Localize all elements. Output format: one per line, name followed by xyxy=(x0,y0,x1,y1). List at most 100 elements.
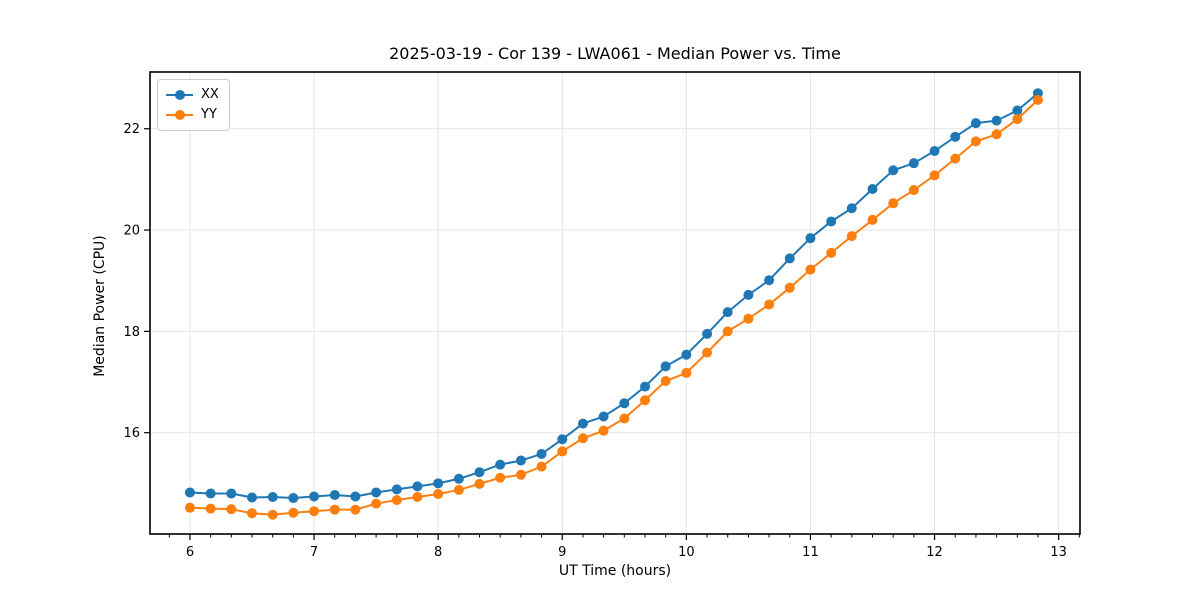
data-point-xx xyxy=(826,216,837,227)
data-point-xx xyxy=(908,158,919,169)
data-point-yy xyxy=(722,326,733,337)
legend-label-xx: XX xyxy=(201,87,219,102)
data-point-yy xyxy=(329,504,340,515)
data-point-xx xyxy=(267,492,278,503)
data-point-yy xyxy=(453,484,464,495)
data-point-xx xyxy=(453,473,464,484)
y-tick-label: 16 xyxy=(123,426,140,441)
data-point-xx xyxy=(536,448,547,459)
data-point-xx xyxy=(619,398,630,409)
x-axis-label: UT Time (hours) xyxy=(558,563,672,579)
legend-marker-icon xyxy=(174,90,185,100)
data-point-xx xyxy=(329,489,340,500)
data-point-yy xyxy=(288,507,299,518)
data-point-yy xyxy=(536,461,547,472)
x-tick-label: 12 xyxy=(926,545,943,560)
data-point-xx xyxy=(991,115,1002,126)
data-point-yy xyxy=(805,264,816,275)
legend-line-sample-xx xyxy=(166,90,193,100)
legend-entry-yy: YY xyxy=(166,105,219,125)
data-point-yy xyxy=(350,504,361,515)
legend-entry-xx: XX xyxy=(166,85,219,105)
data-point-yy xyxy=(371,498,382,509)
data-point-yy xyxy=(1032,94,1043,105)
x-tick-label: 7 xyxy=(310,545,318,560)
data-point-yy xyxy=(784,282,795,293)
series-line-xx xyxy=(189,92,1039,500)
data-point-xx xyxy=(391,484,402,495)
data-point-xx xyxy=(577,418,588,429)
data-point-xx xyxy=(288,493,299,504)
data-point-yy xyxy=(888,198,899,209)
data-point-yy xyxy=(226,504,237,515)
legend-line-sample-yy xyxy=(166,110,193,120)
data-point-xx xyxy=(495,459,506,470)
data-point-xx xyxy=(702,328,713,339)
data-point-xx xyxy=(970,118,981,129)
data-point-xx xyxy=(205,488,216,499)
data-point-xx xyxy=(722,307,733,318)
data-point-xx xyxy=(433,478,444,489)
data-point-yy xyxy=(640,395,651,406)
data-point-yy xyxy=(1012,114,1023,125)
data-point-yy xyxy=(702,347,713,358)
data-point-xx xyxy=(598,411,609,422)
legend-label-yy: YY xyxy=(201,107,217,122)
data-point-xx xyxy=(557,434,568,445)
data-point-yy xyxy=(970,136,981,147)
data-point-xx xyxy=(805,233,816,244)
data-point-yy xyxy=(826,247,837,258)
data-point-xx xyxy=(1012,105,1023,116)
data-point-xx xyxy=(515,455,526,466)
data-point-xx xyxy=(474,467,485,478)
data-point-xx xyxy=(846,203,857,214)
data-point-yy xyxy=(515,469,526,480)
data-point-yy xyxy=(412,492,423,503)
data-point-yy xyxy=(619,413,630,424)
data-point-yy xyxy=(474,478,485,489)
data-point-xx xyxy=(247,492,258,503)
data-point-yy xyxy=(598,425,609,436)
legend-marker-icon xyxy=(174,110,185,120)
data-point-yy xyxy=(577,433,588,444)
y-tick-label: 22 xyxy=(123,122,140,137)
data-point-xx xyxy=(640,381,651,392)
data-point-yy xyxy=(557,446,568,457)
data-point-xx xyxy=(867,184,878,195)
data-point-yy xyxy=(267,509,278,520)
data-point-yy xyxy=(743,313,754,324)
data-point-xx xyxy=(743,289,754,300)
legend: XX YY xyxy=(157,79,230,131)
data-point-xx xyxy=(784,253,795,264)
y-tick-label: 18 xyxy=(123,325,140,340)
x-tick-label: 8 xyxy=(434,545,442,560)
data-point-xx xyxy=(950,131,961,142)
data-point-yy xyxy=(309,506,320,517)
data-point-yy xyxy=(495,472,506,483)
data-point-xx xyxy=(681,349,692,360)
data-point-yy xyxy=(205,503,216,514)
chart-title: 2025-03-19 - Cor 139 - LWA061 - Median P… xyxy=(389,44,841,63)
data-point-yy xyxy=(908,185,919,196)
data-point-xx xyxy=(929,146,940,157)
data-point-xx xyxy=(309,491,320,502)
data-point-yy xyxy=(867,214,878,225)
data-point-yy xyxy=(929,170,940,181)
data-point-yy xyxy=(247,508,258,519)
y-axis-label: Median Power (CPU) xyxy=(92,235,108,377)
data-point-yy xyxy=(391,495,402,506)
data-point-yy xyxy=(950,153,961,164)
x-tick-label: 11 xyxy=(802,545,819,560)
data-point-xx xyxy=(412,481,423,492)
data-point-yy xyxy=(681,367,692,378)
y-tick-label: 20 xyxy=(123,224,140,239)
data-point-xx xyxy=(226,488,237,499)
data-point-xx xyxy=(184,487,195,498)
x-tick-label: 10 xyxy=(678,545,695,560)
data-point-yy xyxy=(660,376,671,387)
data-point-yy xyxy=(184,502,195,513)
data-point-xx xyxy=(371,487,382,498)
plot-border xyxy=(149,71,1081,535)
